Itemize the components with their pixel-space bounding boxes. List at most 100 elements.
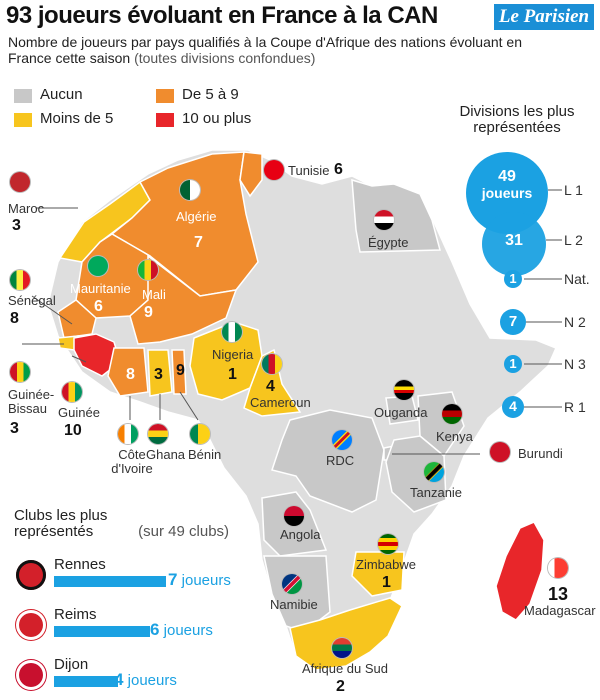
country-label-kenya: Kenya [436,429,473,444]
flag-maroc-icon [10,172,30,192]
country-label-angola: Angola [280,527,321,542]
division-n3-bubble [504,355,522,373]
country-count-guinee: 10 [64,422,82,439]
country-label-mali: Mali [142,287,166,302]
region-mali [129,254,238,345]
country-count-ghana: 3 [154,366,163,383]
country-label-guinee: Guinée [58,405,100,420]
club-value-rennes: 7 joueurs [168,570,231,589]
flag-mauritanie-icon [88,256,108,276]
region-cote-divoire [107,347,149,397]
leader-senegal [31,295,73,325]
legend-swatch-mid [156,89,174,103]
flag-cameroun-icon [262,354,282,374]
leader-guinee [71,355,87,363]
region-egypt [351,178,441,253]
flag-nigeria-icon [222,322,242,342]
flag-madagascar-icon [548,558,568,578]
flag-guinee-bissau-icon [10,362,30,382]
flag-angola-icon [284,506,304,526]
region-senegal [57,299,97,339]
country-label-namibie: Namibie [270,597,318,612]
division-l2-value: 31 [505,232,523,249]
country-label-mauritanie: Mauritanie [70,281,131,296]
region-madagascar [495,521,545,621]
country-count-cameroun: 4 [266,378,275,395]
division-n2-label: N 2 [564,314,586,330]
country-count-madagascar: 13 [548,584,569,604]
country-label-zimbabwe: Zimbabwe [356,557,416,572]
flag-benin-icon [190,424,210,444]
country-count-algerie: 7 [194,234,203,251]
legend-label-low: Moins de 5 [40,110,114,127]
clubs-note: (sur 49 clubs) [138,523,230,540]
division-l1-value: 49 joueurs [481,168,533,201]
region-benin [171,349,187,395]
legend: Aucun Moins de 5 De 5 à 9 10 ou plus [14,86,304,134]
country-label-burundi: Burundi [518,446,563,461]
country-label-cote-divoire: Côte d'Ivoire [111,447,153,476]
flag-ghana-icon [148,424,168,444]
country-count-benin: 9 [176,362,185,379]
division-r1-bubble [502,396,524,418]
flag-tanzanie-icon [424,462,444,482]
country-count-mali: 9 [144,304,153,321]
country-label-guinee-bissau: Guinée-Bissau [8,387,55,416]
country-label-rdc: RDC [326,453,355,468]
club-bar-reims [54,626,150,637]
division-r1-value: 4 [509,398,517,414]
flag-tunisie-icon [264,160,284,180]
reims-crest-icon [16,610,46,640]
flag-zimbabwe-icon [378,534,398,554]
flag-kenya-icon [442,404,462,424]
club-name-reims: Reims [54,606,97,623]
club-bar-rennes [54,576,166,587]
country-count-afrique-du-sud: 2 [336,678,345,695]
page-title: 93 joueurs évoluant en France à la CAN [6,2,438,29]
region-ghana [147,349,173,397]
country-label-senegal: Sénégal [8,293,56,308]
rennes-crest-icon [16,560,46,590]
legend-label-none: Aucun [40,86,83,103]
country-label-tunisie: Tunisie [288,163,330,178]
region-algerie [110,151,259,297]
club-bar-dijon [54,676,118,687]
flag-rdc-icon [332,430,352,450]
country-count-nigeria: 1 [228,366,237,383]
country-label-algerie: Algérie [176,209,217,224]
flag-cote-divoire-icon [118,424,138,444]
region-afrique-du-sud [289,597,403,671]
division-l2-bubble [482,212,546,276]
leader-benin [179,391,199,421]
region-tunisie [239,151,263,198]
legend-swatch-high [156,113,174,127]
flag-senegal-icon [10,270,30,290]
country-count-zimbabwe: 1 [382,574,391,591]
region-zimbabwe [351,551,405,597]
division-r1-label: R 1 [564,399,586,415]
country-count-guinee-bissau: 3 [10,420,19,437]
country-label-egypte: Égypte [368,235,409,250]
brand-logo: Le Parisien [494,4,594,30]
club-value-dijon: 4 joueurs [114,670,177,689]
flag-mali-icon [138,260,158,280]
division-n3-label: N 3 [564,356,586,372]
division-nat-label: Nat. [564,271,590,287]
legend-label-high: 10 ou plus [182,110,252,127]
division-nat-value: 1 [509,271,517,286]
flag-guinee-icon [62,382,82,402]
country-count-cote-divoire: 8 [126,366,135,383]
legend-swatch-none [14,89,32,103]
region-rdc [271,409,385,513]
flag-burundi-icon [490,442,510,462]
flag-ouganda-icon [394,380,414,400]
country-count-mauritanie: 6 [94,298,103,315]
division-l1-label: L 1 [564,182,583,198]
country-label-tanzanie: Tanzanie [410,485,463,500]
country-label-benin: Bénin [188,447,222,462]
country-count-maroc: 3 [12,217,21,234]
country-label-afrique-du-sud: Afrique du Sud [302,661,389,676]
dijon-crest-icon [16,660,46,690]
country-count-tunisie: 6 [334,161,343,178]
flag-afrique-du-sud-icon [332,638,352,658]
